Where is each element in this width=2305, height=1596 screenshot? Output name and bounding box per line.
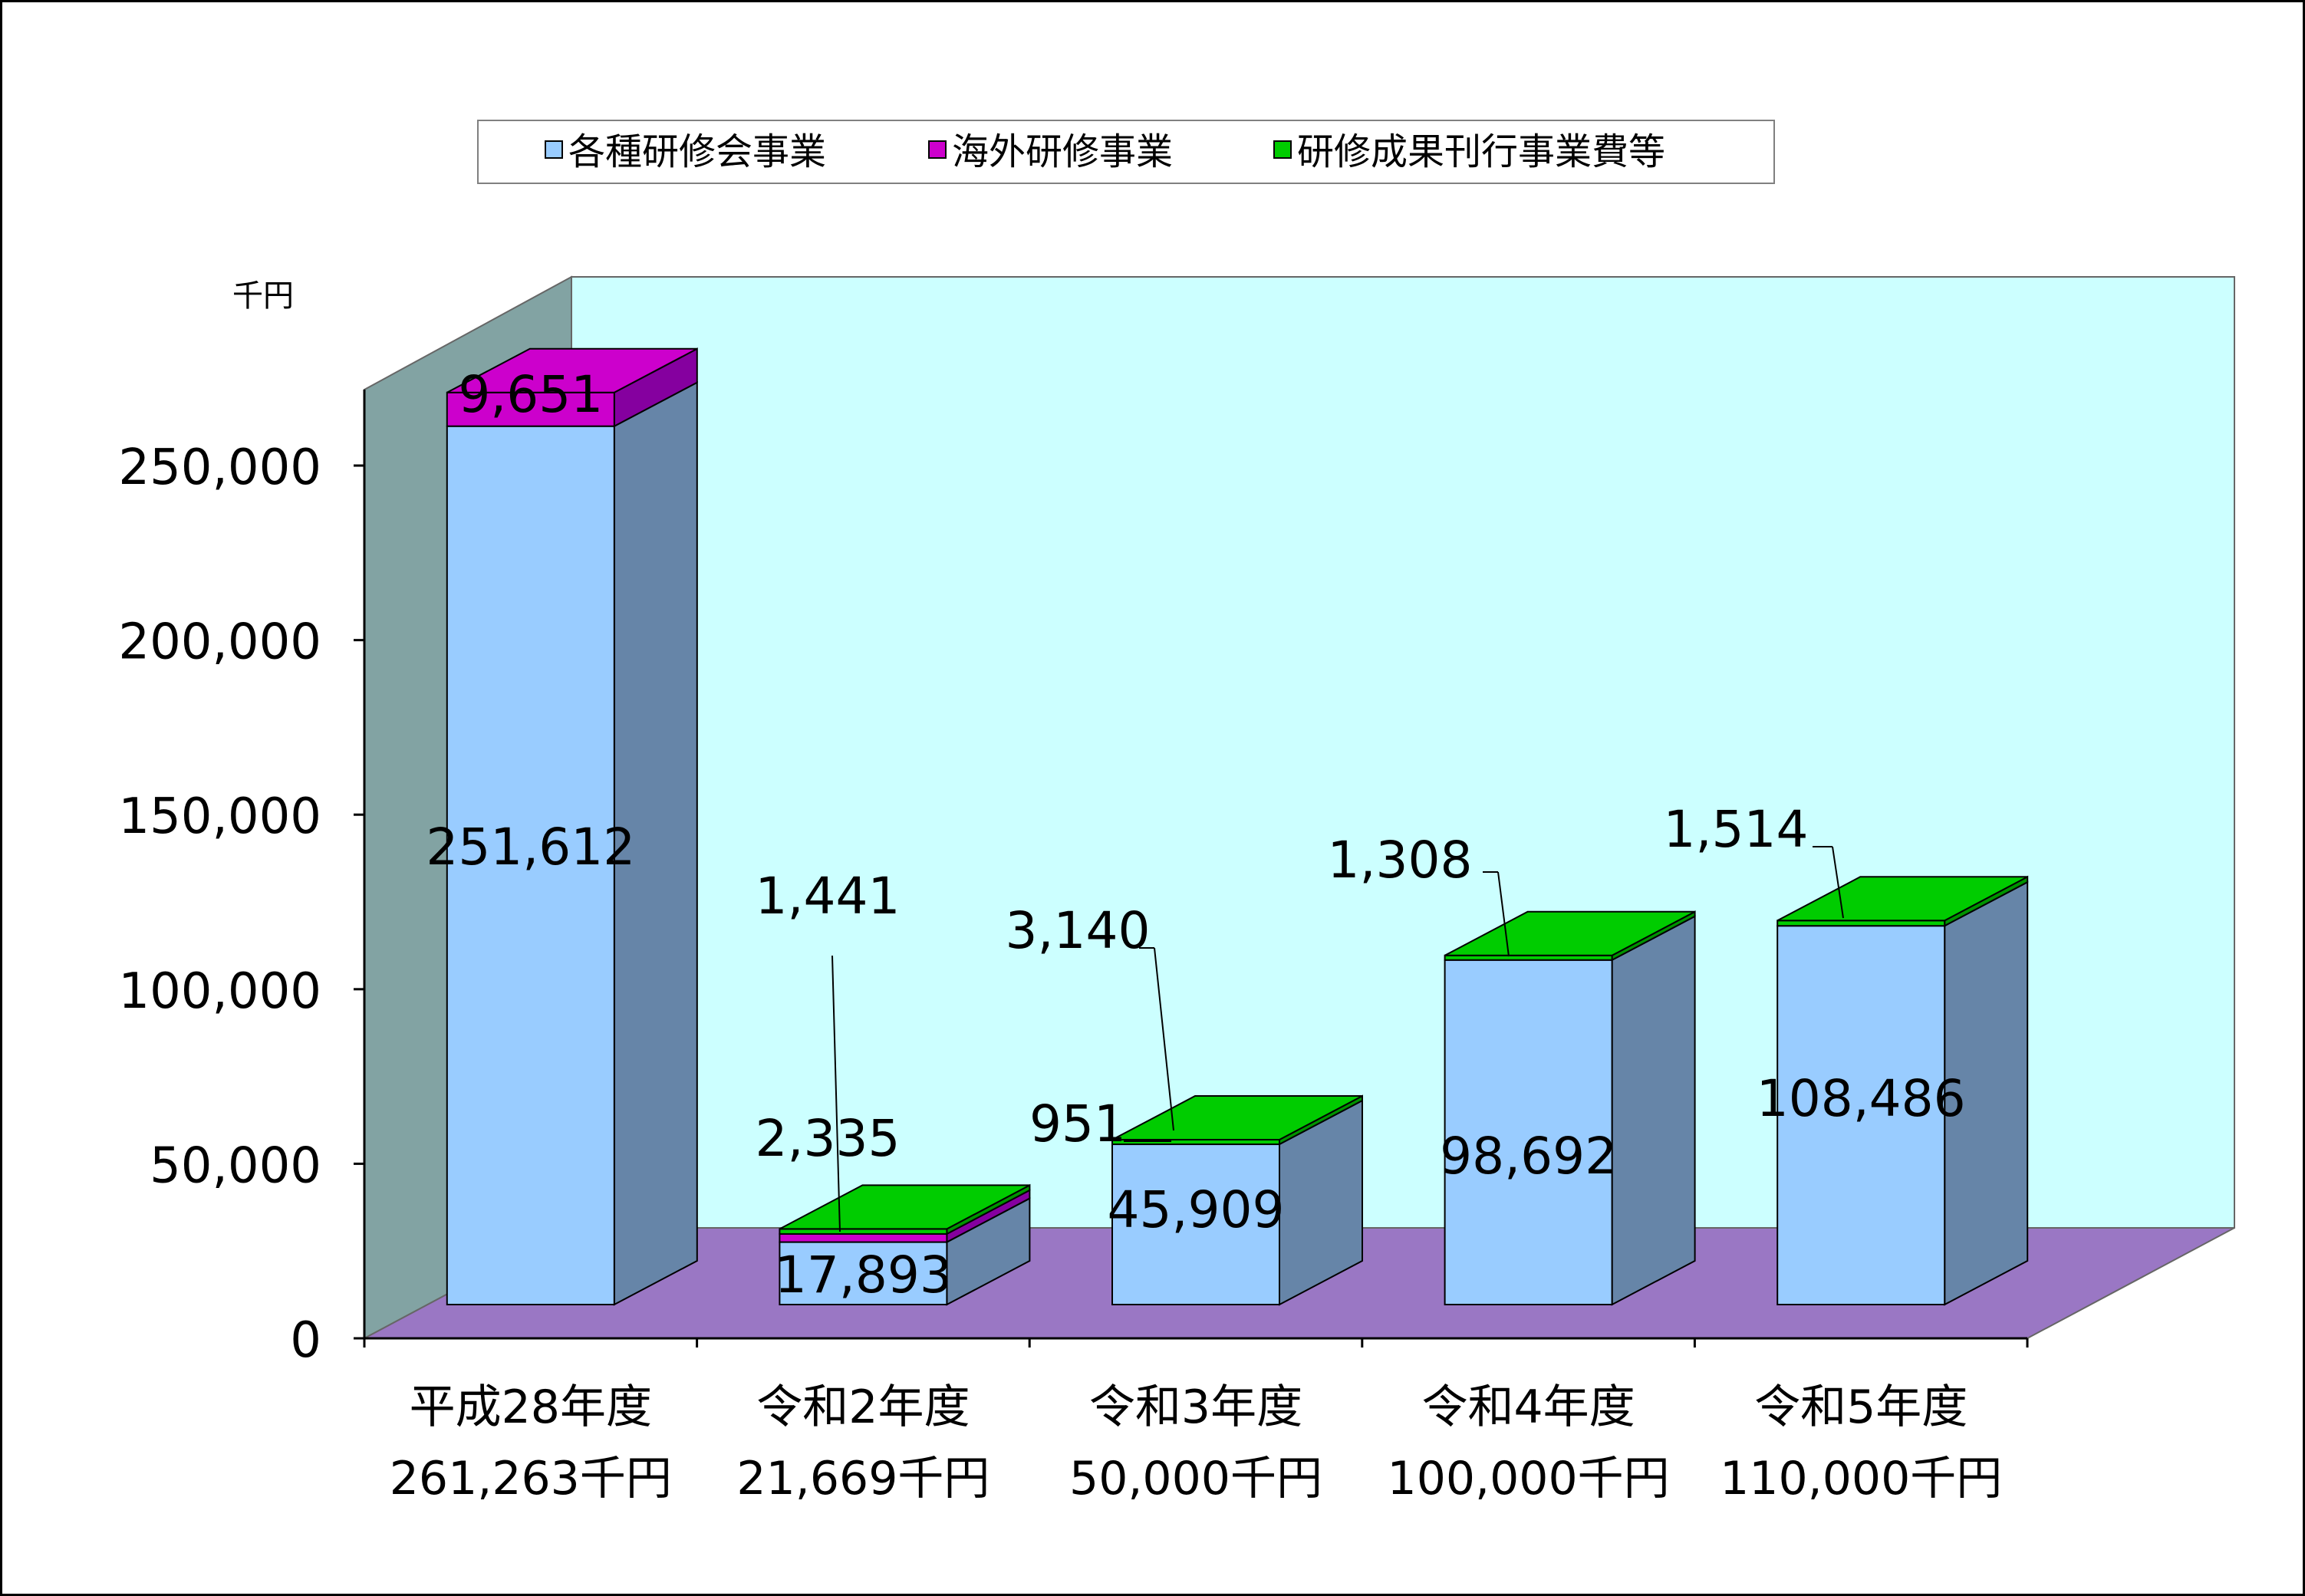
legend-swatch [928,140,947,159]
legend-label: 海外研修事業 [952,130,1173,173]
leader-line [1832,846,1844,919]
data-label: 1,441 [756,867,901,926]
data-label: 17,893 [775,1246,952,1305]
bar-segment [446,425,615,1305]
y-tick-label: 100,000 [118,963,321,1020]
leader-line [1154,947,1174,1131]
legend-swatch [1273,140,1292,159]
bar-segment [1776,920,1946,927]
y-tick-label: 150,000 [118,788,321,845]
legend-label: 研修成果刊行事業費等 [1297,130,1665,173]
bar-top [446,347,698,393]
category-total-label: 21,669千円 [736,1452,990,1506]
data-label: 1,514 [1664,800,1809,859]
data-label: 9,651 [458,365,603,424]
legend-swatch [545,140,563,159]
data-label: 45,909 [1108,1180,1285,1239]
data-label: 2,335 [756,1109,901,1168]
category-labels: 平成28年度 261,263千円 令和2年度 21,669千円 令和3年度 50,000千… [390,1380,2003,1506]
y-tick-label: 200,000 [118,614,321,671]
bar-segment [1111,1144,1280,1306]
data-label: 1,308 [1328,831,1473,890]
category-total-label: 110,000千円 [1720,1452,2002,1506]
y-tick-label: 0 [290,1312,321,1369]
data-label: 3,140 [1006,901,1151,960]
category-label: 令和4年度 [1422,1380,1635,1434]
category-total-label: 261,263千円 [390,1452,672,1506]
data-labels: 251,612 17,893 45,909 98,692 108,486 9,651 2,3… [426,365,1965,1305]
data-label: 251,612 [426,818,635,877]
bar-segment [1776,925,1946,1305]
legend: 各種研修会事業 海外研修事業 研修成果刊行事業費等 [477,120,1775,184]
leader-line [1497,871,1510,957]
data-label: 951 [1029,1094,1126,1153]
bar-top [1776,876,2028,922]
legend-label: 各種研修会事業 [568,130,826,173]
legend-box [477,120,1775,184]
category-total-label: 50,000千円 [1069,1452,1322,1506]
bar-top [1111,1095,1363,1141]
category-label: 平成28年度 [410,1380,652,1434]
category-label: 令和5年度 [1754,1380,1967,1434]
bars [446,347,2029,1306]
category-label: 令和2年度 [756,1380,970,1434]
category-total-label: 100,000千円 [1388,1452,1670,1506]
y-axis: 0 50,000 100,000 150,000 200,000 250,000 [118,439,364,1369]
data-label: 98,692 [1440,1127,1617,1186]
category-label: 令和3年度 [1089,1380,1302,1434]
bar-segment [1444,959,1613,1306]
bar-segment [779,1232,948,1243]
x-axis [363,1338,2029,1348]
bar-segment [779,1241,948,1305]
y-tick-label: 50,000 [150,1137,321,1194]
data-label: 108,486 [1757,1069,1966,1128]
bar-top [779,1184,1030,1230]
unit-label: 千円 [232,278,294,314]
bar-segment-side [1611,915,1696,1306]
leader-line [831,955,841,1232]
y-tick-label: 250,000 [118,439,321,496]
